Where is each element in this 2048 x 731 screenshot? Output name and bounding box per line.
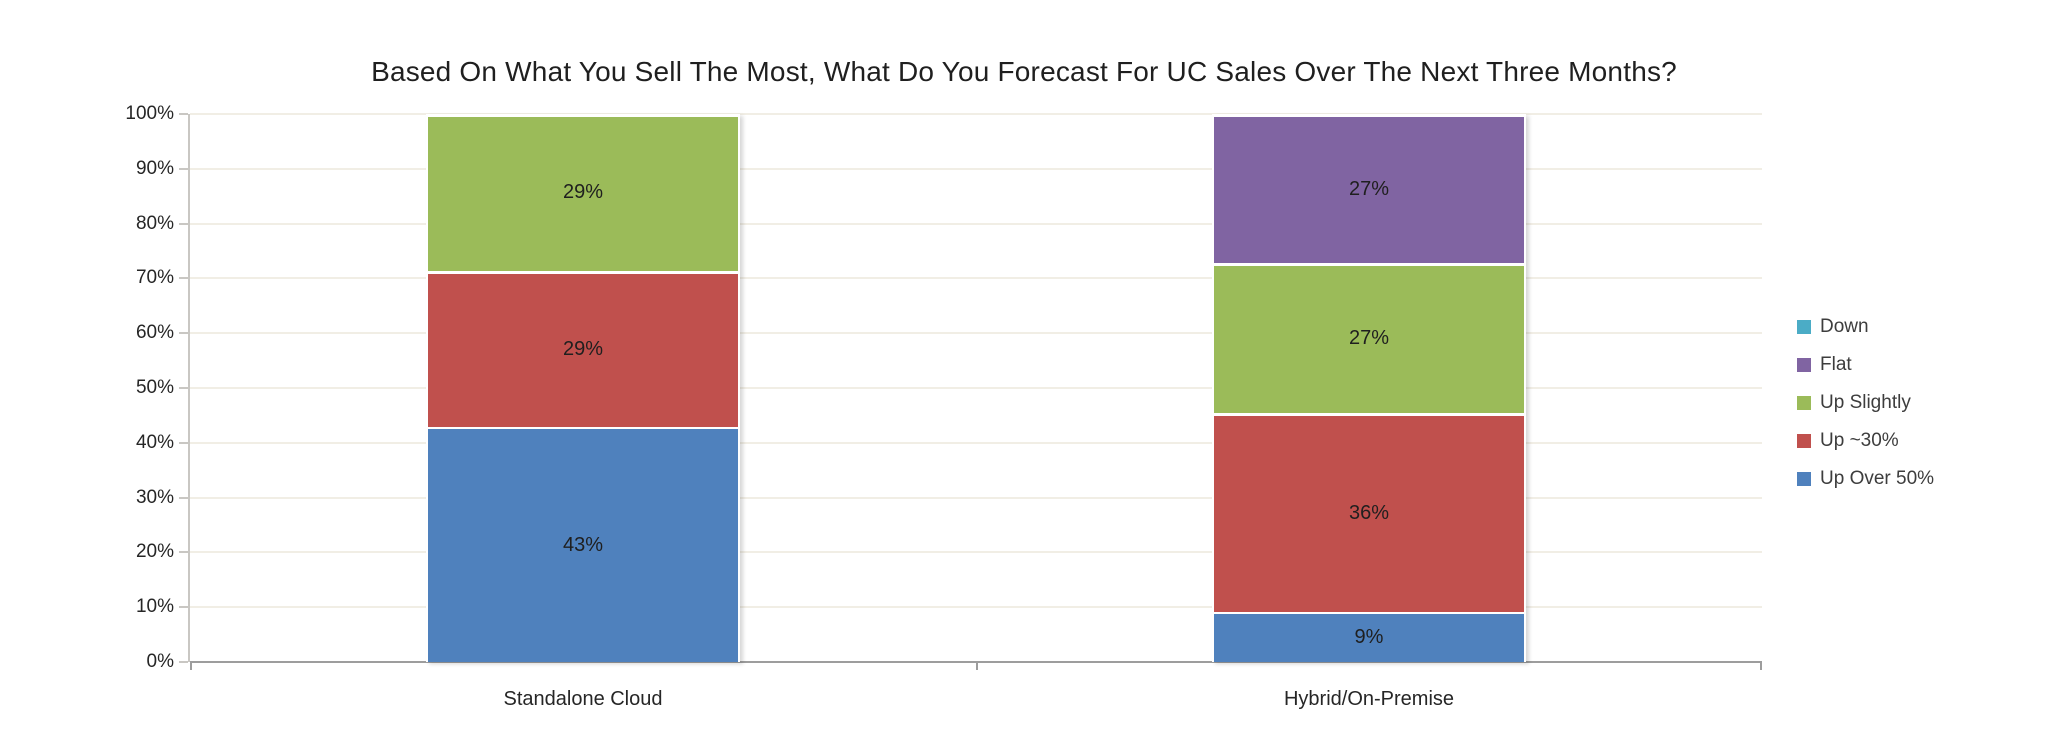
y-tick <box>179 606 188 609</box>
legend-label: Down <box>1820 316 1869 337</box>
bar-segment-label: 27% <box>1348 177 1390 200</box>
y-tick-label: 30% <box>135 486 174 508</box>
bar-segment <box>1212 412 1526 613</box>
y-tick <box>179 496 188 499</box>
legend-label: Up Over 50% <box>1820 468 1935 489</box>
chart-title: Based On What You Sell The Most, What Do… <box>371 56 1677 87</box>
legend-item: Up Over 50% <box>1797 460 1934 498</box>
legend-swatch <box>1797 472 1811 486</box>
bar-segment-label: 29% <box>562 337 604 360</box>
gridline <box>190 551 1762 554</box>
bar-segment-label: 29% <box>562 181 604 204</box>
y-tick <box>179 332 188 335</box>
gridline <box>190 387 1762 389</box>
y-tick <box>179 277 188 280</box>
y-tick-label: 40% <box>135 431 174 453</box>
bar-hybrid-on-premise: 9% 36% 27% 27% <box>1212 114 1526 662</box>
bar-segment-label: 27% <box>1348 327 1390 350</box>
legend-item: Up ~30% <box>1797 422 1934 460</box>
gridline <box>190 222 1762 225</box>
gridline <box>190 441 1762 444</box>
legend-label: Up ~30% <box>1820 430 1899 451</box>
gridline <box>190 167 1762 170</box>
legend-swatch <box>1797 358 1811 372</box>
y-tick-label: 20% <box>135 541 174 563</box>
gridline <box>190 606 1762 609</box>
legend-item: Flat <box>1797 346 1934 384</box>
x-tick <box>1760 661 1762 670</box>
legend-swatch <box>1797 434 1811 448</box>
y-tick-label: 10% <box>135 596 174 618</box>
gridline <box>190 332 1762 335</box>
bar-segment <box>1212 263 1526 413</box>
category-label: Hybrid/On-Premise <box>1283 688 1455 710</box>
y-tick-label: 90% <box>135 157 174 179</box>
legend-swatch <box>1797 320 1811 334</box>
gridline <box>190 496 1762 499</box>
y-tick-label: 100% <box>125 103 174 124</box>
y-tick-label: 70% <box>135 267 174 289</box>
legend-swatch <box>1797 396 1811 410</box>
y-tick <box>179 222 188 225</box>
bar-segment <box>426 114 740 271</box>
y-tick-label: 60% <box>135 322 174 344</box>
legend: Down Flat Up Slightly Up ~30% Up Over 50% <box>1797 308 1934 498</box>
bar-standalone-cloud: 43% 29% 29% <box>426 114 740 662</box>
x-tick <box>976 661 978 670</box>
y-tick <box>179 113 188 115</box>
bar-segment <box>426 270 740 428</box>
gridline <box>190 113 1762 115</box>
bar-segment <box>1212 114 1526 264</box>
bar-segment <box>1212 612 1526 662</box>
bar-segment-label: 36% <box>1348 501 1390 524</box>
y-tick <box>179 167 188 170</box>
x-tick <box>190 661 192 670</box>
bar-segment-label: 43% <box>562 533 604 556</box>
y-tick <box>179 661 188 663</box>
y-axis-line <box>188 114 190 662</box>
bar-segment-label: 9% <box>1354 626 1384 649</box>
legend-label: Up Slightly <box>1820 392 1911 413</box>
legend-item: Up Slightly <box>1797 384 1934 422</box>
bar-segment <box>426 427 740 662</box>
y-tick <box>179 441 188 444</box>
y-tick-label: 80% <box>135 212 174 234</box>
y-tick <box>179 387 188 389</box>
y-tick <box>179 551 188 554</box>
legend-item: Down <box>1797 308 1934 346</box>
gridline <box>190 277 1762 280</box>
category-label: Standalone Cloud <box>503 688 663 710</box>
y-tick-label: 50% <box>135 377 174 398</box>
y-tick-label: 0% <box>146 651 174 672</box>
legend-label: Flat <box>1820 354 1852 375</box>
